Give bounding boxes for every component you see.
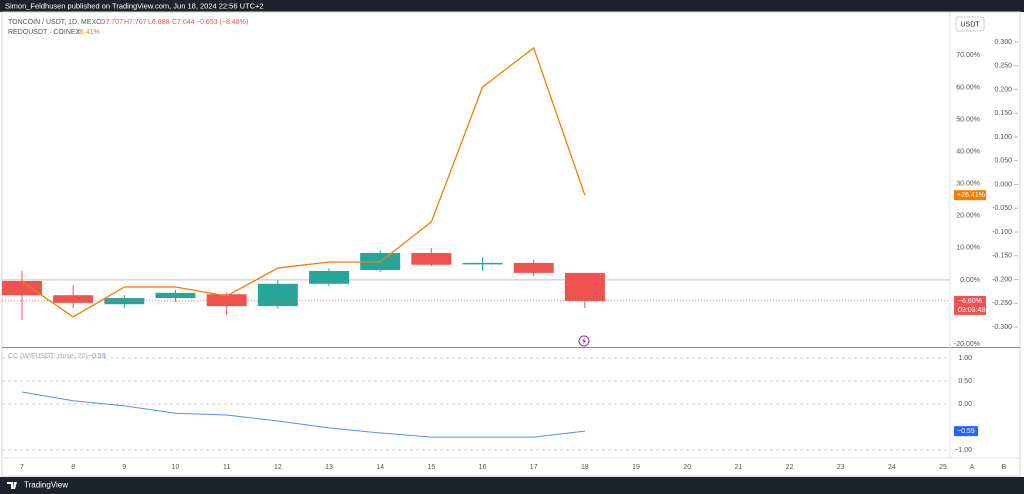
series-last-label: +26.41% <box>957 192 985 199</box>
currency-button-label[interactable]: USDT <box>960 21 980 28</box>
y2-tick-label: 40.00% <box>956 148 980 155</box>
candle-body <box>206 294 247 307</box>
indicator-title: CC (WIFUSDT, close, 20) <box>8 353 88 360</box>
y2-tick-label: 30.00% <box>956 181 980 188</box>
footer-bar <box>0 477 1024 494</box>
frame <box>1 11 1021 477</box>
y-tick-label: 0.100 <box>994 134 1012 141</box>
candle-body <box>564 272 605 301</box>
candle-body <box>257 283 298 307</box>
candle-body <box>513 262 554 273</box>
event-bolt <box>582 337 586 345</box>
y2-tick-label: 20.00% <box>956 213 980 220</box>
x-tick-label: 13 <box>325 464 333 471</box>
x-tick-label: 12 <box>274 464 282 471</box>
y-tick-label: 0.000 <box>994 181 1012 188</box>
y-tick-label: 0.200 <box>994 86 1012 93</box>
indicator-last-tag <box>954 426 978 437</box>
y2-tick-label: 70.00% <box>956 52 980 59</box>
y2-tick-label: 50.00% <box>956 116 980 123</box>
x-tick-label: 19 <box>632 464 640 471</box>
ohlc-value: O7.707 <box>100 19 123 26</box>
candle-body <box>309 270 350 284</box>
last-change-label: −6.60% <box>958 298 982 305</box>
y-tick-label: -0.300 <box>992 324 1012 331</box>
candle-body <box>411 252 452 265</box>
x-tick-label: 20 <box>683 464 691 471</box>
y-tick-label: -0.050 <box>992 205 1012 212</box>
countdown: 03:03:48 <box>958 307 985 314</box>
candle-body <box>104 298 145 305</box>
ohlc-value: L6.888 <box>148 19 170 26</box>
event-icon[interactable] <box>578 335 590 347</box>
indicator-tick-label: 1.00 <box>958 355 972 362</box>
y-tick-label: 0.300 <box>994 39 1012 46</box>
ohlc-value: H7.707 <box>124 19 147 26</box>
brand-logo <box>7 482 17 489</box>
y2-tick-label: 0.00% <box>960 277 980 284</box>
indicator-line <box>21 391 585 438</box>
x-tick-label: 16 <box>479 464 487 471</box>
candle-body <box>2 280 42 296</box>
legend-title: TONCOIN / USDT, 1D, MEXC <box>8 19 101 26</box>
x-axis-button[interactable]: B <box>1002 464 1007 471</box>
y-tick-label: -0.200 <box>992 276 1012 283</box>
y-tick-label: 0.050 <box>994 158 1012 165</box>
brand: TradingView <box>24 481 68 490</box>
indicator-legend-value: −0.59 <box>88 353 106 360</box>
indicator-last-label: −0.59 <box>957 428 975 435</box>
y-tick-label: 0.250 <box>994 63 1012 70</box>
publisher: Simon_Feldhusen published on TradingView… <box>5 1 264 10</box>
indicator-tick-label: 0.00 <box>958 401 972 408</box>
legend-value: 26.41% <box>76 29 100 36</box>
x-tick-label: 9 <box>122 464 126 471</box>
y-tick-label: -0.150 <box>992 253 1012 260</box>
x-tick-label: 11 <box>223 464 230 471</box>
y2-tick-label: -20.00% <box>954 341 980 348</box>
candle-body <box>53 295 94 303</box>
last-price-tag <box>954 295 986 315</box>
currency-button[interactable] <box>955 16 985 32</box>
y-tick-label: -0.250 <box>992 300 1012 307</box>
ohlc-value: C7.044 <box>172 19 195 26</box>
x-tick-label: 18 <box>581 464 589 471</box>
x-tick-label: 8 <box>71 464 75 471</box>
y2-tick-label: 10.00% <box>956 245 980 252</box>
x-tick-label: 14 <box>376 464 384 471</box>
x-tick-label: 25 <box>939 464 947 471</box>
x-tick-label: 21 <box>734 464 742 471</box>
legend-name: REDOUSDT · COINEX <box>8 29 81 36</box>
candle-body <box>155 292 196 299</box>
indicator-tick-label: 0.50 <box>958 378 972 385</box>
series-last-tag <box>954 190 986 201</box>
ohlc-value: −0.653 (−8.48%) <box>196 19 248 26</box>
indicator-tick-label: −1.00 <box>954 447 972 454</box>
series-line <box>21 46 586 318</box>
x-axis-button[interactable]: A <box>970 464 975 471</box>
x-tick-label: 15 <box>427 464 435 471</box>
y-tick-label: 0.150 <box>994 110 1012 117</box>
x-tick-label: 17 <box>530 464 538 471</box>
x-tick-label: 23 <box>837 464 845 471</box>
candle-body <box>462 262 503 265</box>
x-tick-label: 7 <box>20 464 24 471</box>
x-tick-label: 22 <box>786 464 794 471</box>
x-tick-label: 10 <box>172 464 180 471</box>
y2-tick-label: 60.00% <box>956 84 980 91</box>
y-tick-label: -0.100 <box>992 229 1012 236</box>
header-bar <box>0 0 1024 12</box>
x-tick-label: 24 <box>888 464 896 471</box>
